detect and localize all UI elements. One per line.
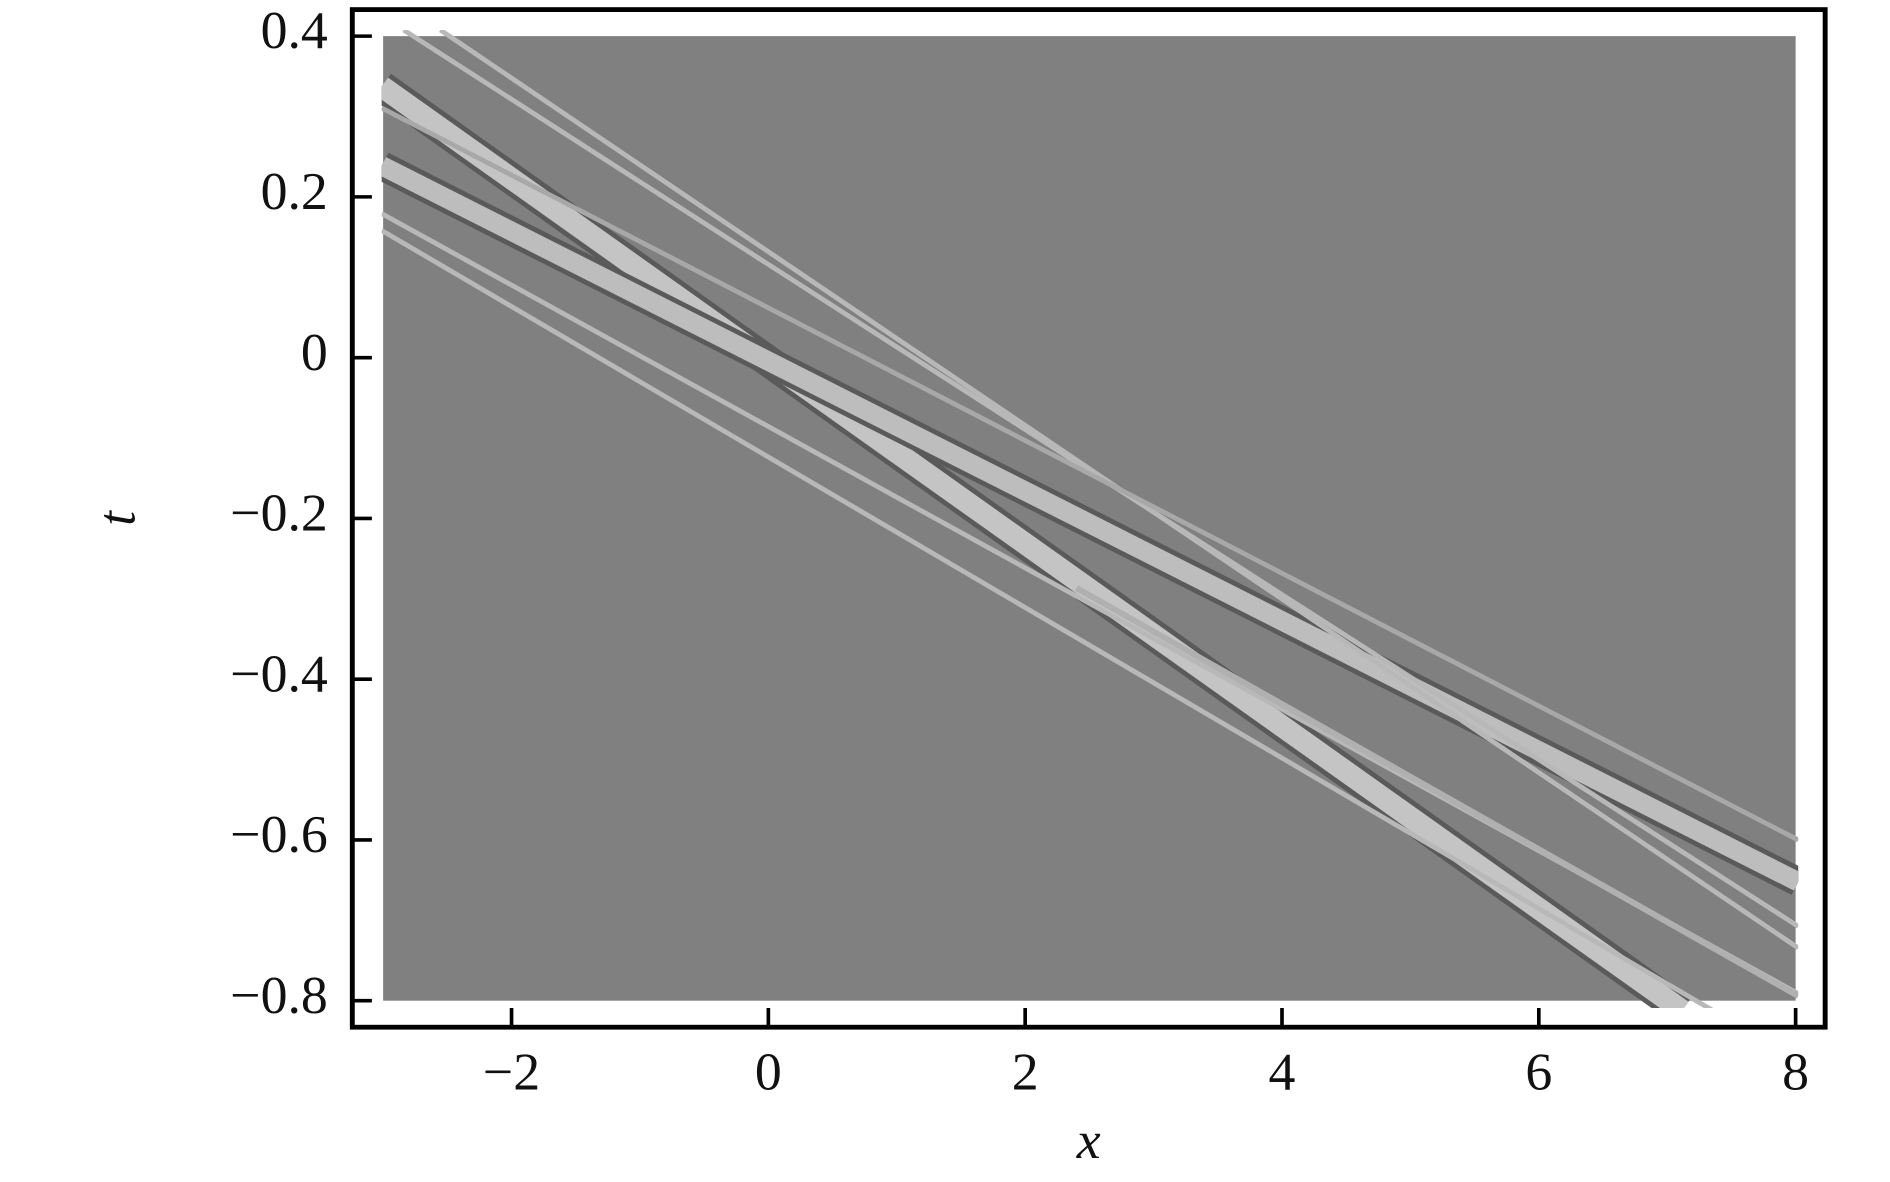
streaks: [381, 30, 1799, 1008]
y-tick-label: 0.4: [261, 1, 328, 60]
x-tick-label: 8: [1782, 1042, 1809, 1101]
y-tick-label: −0.6: [230, 804, 328, 863]
x-tick-label: 0: [755, 1042, 782, 1101]
y-tick-label: −0.2: [230, 483, 328, 542]
y-axis-label: t: [86, 510, 147, 526]
y-tick-label: 0: [301, 322, 328, 381]
y-tick-label: 0.2: [261, 161, 328, 220]
x-tick-label: 2: [1012, 1042, 1039, 1101]
y-tick-label: −0.4: [230, 644, 328, 703]
x-tick-label: −2: [483, 1042, 540, 1101]
x-axis-label: x: [1076, 1111, 1101, 1170]
x-tick-label: 4: [1269, 1042, 1296, 1101]
y-tick-label: −0.8: [230, 965, 328, 1024]
x-tick-label: 6: [1525, 1042, 1552, 1101]
